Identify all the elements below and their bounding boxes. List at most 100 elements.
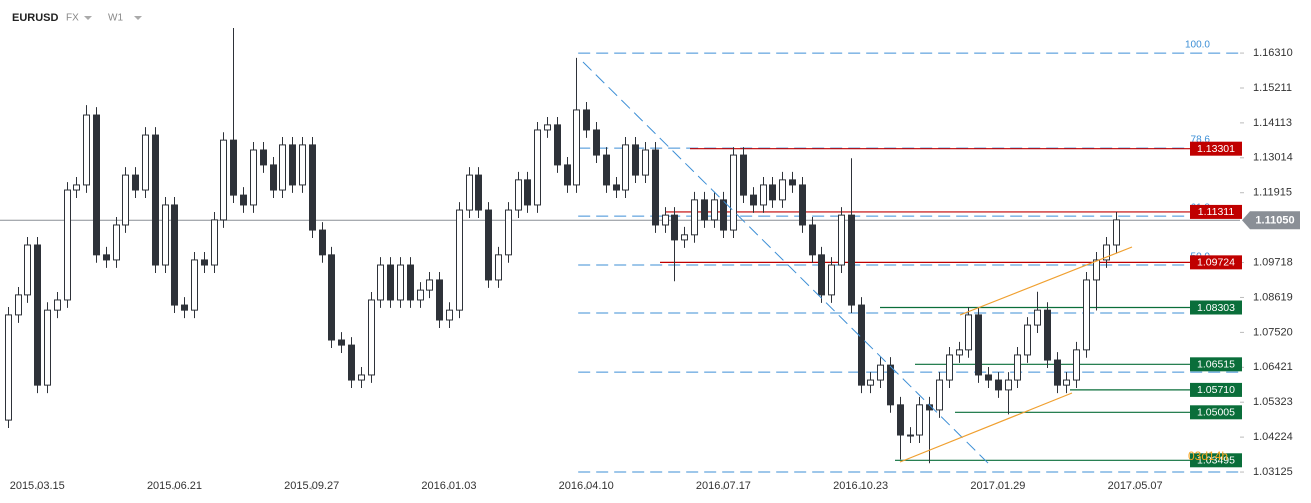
candle-body [554,124,561,166]
candle-body [1073,349,1080,381]
x-tick-label: 2015.03.15 [10,480,65,492]
candle-body [338,339,345,346]
timeframe[interactable]: W1 [108,13,123,24]
candle-body [279,144,286,191]
candle-body [593,129,600,156]
candle-body [965,314,972,351]
candle-body [426,279,433,291]
x-tick-label: 2016.10.23 [833,480,888,492]
candle-body [456,209,463,311]
candle-body [750,194,757,206]
candle-body [1083,279,1090,351]
candle-body [946,354,953,381]
candle-body [720,199,727,231]
candle-body [838,214,845,266]
candle-body [583,109,590,131]
candle-body [711,199,718,221]
candle-body [113,224,120,261]
candle-body [897,404,904,436]
candle-body [73,184,80,191]
candle-body [515,179,522,211]
candle-body [220,139,227,221]
candle-body [5,314,12,421]
price-tag [1190,204,1242,219]
candle-body [181,304,188,311]
price-tag-label: 1.05005 [1197,407,1235,419]
candle-body [505,209,512,256]
candle-body [828,264,835,296]
candle-body [93,114,100,256]
candle-body [475,174,482,211]
candle-body [995,379,1002,391]
candle-body [397,264,404,301]
candle-body [779,179,786,201]
candles [5,27,1120,464]
candle-body [1054,359,1061,386]
candle-body [162,204,169,266]
candle-body [956,349,963,356]
candle-body [152,134,159,266]
candle-body [936,379,943,411]
y-tick-label: 1.14113 [1253,117,1292,129]
current-price-label: 1.11050 [1255,215,1294,227]
candle-body [319,229,326,256]
candle-body [377,264,384,301]
price-tag-label: 1.03495 [1197,455,1235,467]
axis: 1.16310 1.15211 1.14113 1.13014 1.11915 1.097… [10,47,1300,492]
price-tag-label: 1.08303 [1197,302,1235,314]
y-tick-label: 1.13014 [1253,152,1293,164]
candle-body [573,109,580,186]
x-tick-label: 2017.05.07 [1108,480,1163,492]
symbol[interactable]: EURUSD [12,12,59,24]
candle-body [848,214,855,306]
channel-upper [959,246,1133,316]
candle-body [436,279,443,321]
channel-lower [899,392,1073,463]
bar-timer: 03d14h [1188,449,1228,463]
candle-body [466,174,473,211]
candle-body [240,194,247,206]
candle-body [407,264,414,301]
candle-body [877,364,884,381]
candle-body [681,234,688,241]
x-tick-label: 2015.09.27 [284,480,339,492]
candle-body [1093,259,1100,281]
y-tick-label: 1.08619 [1253,291,1293,303]
y-tick-label: 1.04224 [1253,431,1293,443]
candle-body [867,379,874,386]
candle-body [103,254,110,261]
candle-body [887,364,894,406]
candle-body [985,374,992,381]
candle-body [907,434,914,437]
timeframe-dropdown[interactable] [134,16,142,20]
candle-body [1044,309,1051,361]
candle-body [671,214,678,241]
candle-body [613,184,620,191]
candle-body [799,184,806,226]
candle-body [1063,379,1070,386]
price-tag [1190,255,1242,270]
candle-body [201,259,208,266]
candle-body [309,144,316,231]
candle-body [485,209,492,281]
fib-label: 100.0 [1185,40,1210,51]
candle-body [632,144,639,176]
candle-body [975,314,982,376]
fib-trend-line [582,61,991,466]
candle-body [740,154,747,196]
y-tick-label: 1.03125 [1253,466,1293,478]
candle-body [122,174,129,226]
price-tag [1190,357,1242,372]
candle-body [34,244,41,386]
market[interactable]: FX [66,13,79,24]
candle-body [760,184,767,206]
candle-body [603,154,610,186]
market-dropdown[interactable] [84,16,92,20]
candle-body [564,164,571,186]
current-price-tag [1242,211,1300,230]
candle-body [348,344,355,381]
candle-body [289,144,296,186]
candle-body [622,144,629,191]
